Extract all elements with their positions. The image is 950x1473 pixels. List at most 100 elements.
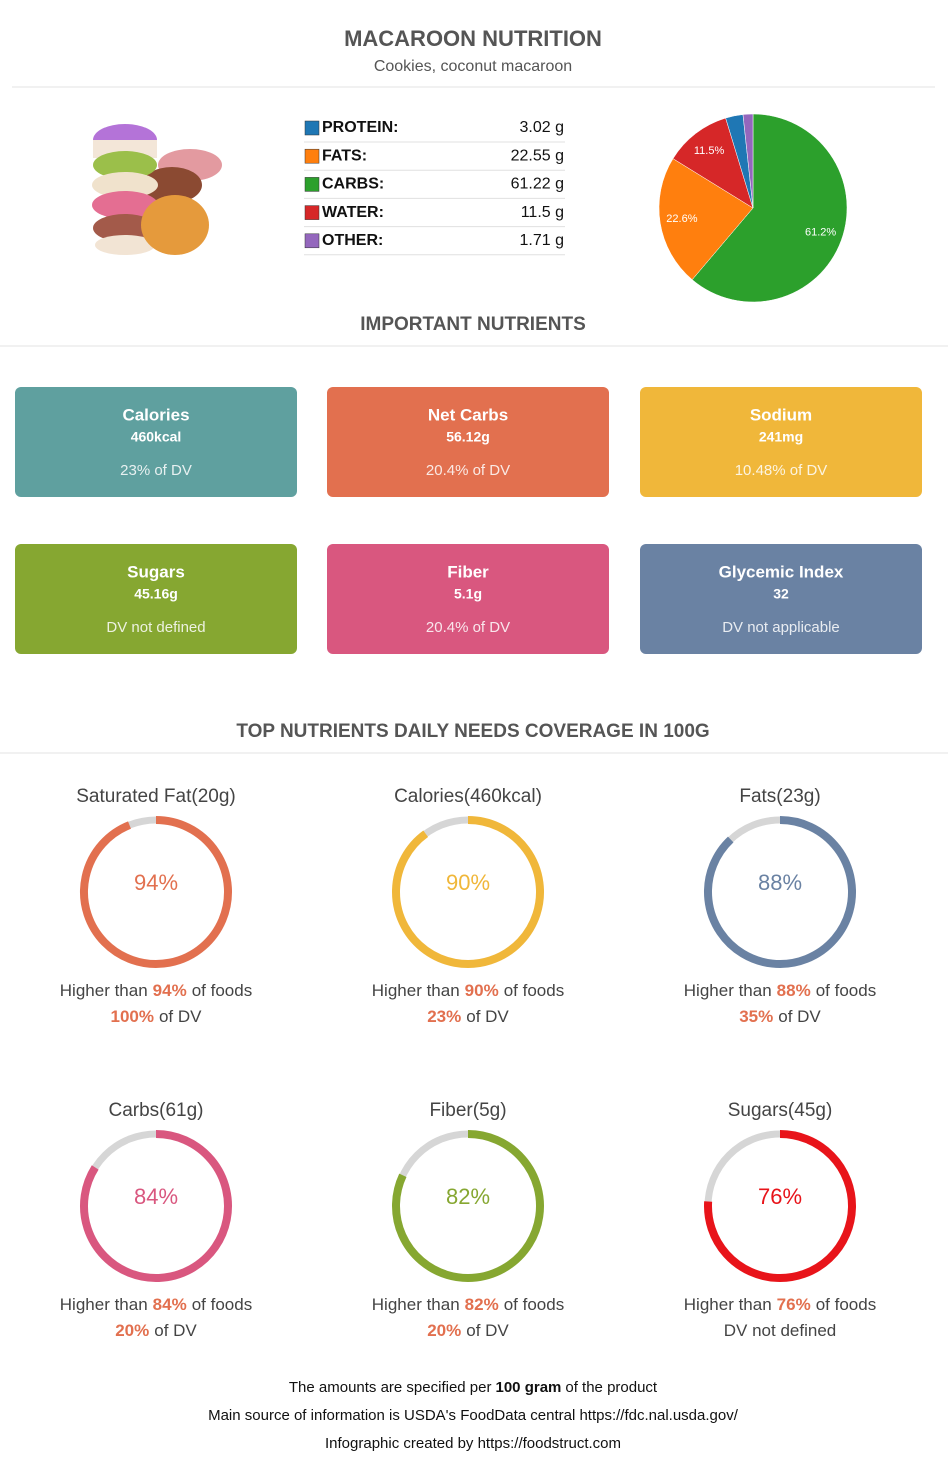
macro-amount: 3.02 g xyxy=(520,119,564,136)
gauge-arc xyxy=(392,816,544,968)
footer-part: of the product xyxy=(565,1379,658,1396)
nutrient-card xyxy=(15,387,297,497)
macro-name: WATER: xyxy=(322,204,384,221)
gauge-label: 76% xyxy=(758,1184,802,1209)
card-amount: 5.1g xyxy=(454,586,482,602)
section-title: IMPORTANT NUTRIENTS xyxy=(360,314,586,335)
sentence: 35% of DV xyxy=(739,1007,821,1026)
subtitle: Cookies, coconut macaroon xyxy=(374,58,572,75)
card-dv: 23% of DV xyxy=(120,462,192,479)
gauge-label: 88% xyxy=(758,870,802,895)
gauge-title: Carbs(61g) xyxy=(108,1100,203,1121)
footer-part: Infographic created by https://foodstruc… xyxy=(325,1435,621,1452)
sentence-part: of DV xyxy=(778,1007,821,1026)
gauge-arc xyxy=(704,1130,856,1282)
highlight: 82% xyxy=(465,1295,499,1314)
macro-name: OTHER: xyxy=(322,232,383,249)
sentence: 20% of DV xyxy=(427,1321,509,1340)
pie-slice xyxy=(691,113,848,303)
pie-label: 22.6% xyxy=(666,213,697,225)
card-amount: 460kcal xyxy=(131,429,182,445)
gauge-arc xyxy=(80,816,232,968)
nutrient-card xyxy=(327,387,609,497)
highlight: 20% xyxy=(115,1321,149,1340)
sentence: Higher than 90% of foods xyxy=(372,981,564,1000)
sentence-part: of foods xyxy=(816,981,877,1000)
sentence-part: of DV xyxy=(154,1321,197,1340)
pie-slice xyxy=(672,117,754,209)
card-dv: 20.4% of DV xyxy=(426,619,510,636)
footer-part: 100 gram xyxy=(496,1379,562,1396)
macaroon-illustration xyxy=(92,124,222,255)
sentence-part: DV not defined xyxy=(724,1321,836,1340)
card-name: Fiber xyxy=(447,562,489,581)
macro-amount: 11.5 g xyxy=(521,204,564,221)
pie-slice xyxy=(658,158,754,281)
sentence-part: of foods xyxy=(192,981,253,1000)
pie-slice xyxy=(742,113,754,209)
sentence-part: Higher than xyxy=(372,981,460,1000)
sentence-part: of DV xyxy=(466,1321,509,1340)
card-amount: 56.12g xyxy=(446,429,490,445)
gauge-title: Fiber(5g) xyxy=(429,1100,506,1121)
highlight: 94% xyxy=(153,981,187,1000)
gauge-arc xyxy=(392,1130,544,1282)
highlight: 76% xyxy=(777,1295,811,1314)
sentence-part: Higher than xyxy=(684,1295,772,1314)
sentence: Higher than 82% of foods xyxy=(372,1295,564,1314)
card-name: Net Carbs xyxy=(428,405,508,424)
highlight: 88% xyxy=(777,981,811,1000)
highlight: 84% xyxy=(153,1295,187,1314)
sentence: Higher than 88% of foods xyxy=(684,981,876,1000)
legend-swatch xyxy=(304,148,320,164)
card-name: Calories xyxy=(122,405,189,424)
card-dv: 10.48% of DV xyxy=(735,462,828,479)
footer-line: Main source of information is USDA's Foo… xyxy=(208,1407,739,1424)
gauge-title: Saturated Fat(20g) xyxy=(76,786,235,807)
gauge-arc xyxy=(704,816,856,968)
legend-swatch xyxy=(304,120,320,136)
sentence: Higher than 76% of foods xyxy=(684,1295,876,1314)
legend-swatch xyxy=(304,233,320,249)
macro-name: FATS: xyxy=(322,147,367,164)
sentence-part: of foods xyxy=(816,1295,877,1314)
sentence: 100% of DV xyxy=(110,1007,202,1026)
pie-label: 11.5% xyxy=(694,145,725,157)
highlight: 20% xyxy=(427,1321,461,1340)
legend-swatch xyxy=(304,177,320,192)
title: MACAROON NUTRITION xyxy=(344,26,602,51)
card-name: Sodium xyxy=(750,405,812,424)
nutrient-card xyxy=(640,387,922,497)
pie-label: 61.2% xyxy=(805,227,836,239)
macro-name: PROTEIN: xyxy=(322,119,398,136)
gauge-title: Calories(460kcal) xyxy=(394,786,542,807)
macro-amount: 22.55 g xyxy=(511,147,564,164)
macro-amount: 61.22 g xyxy=(511,176,564,193)
section-title: TOP NUTRIENTS DAILY NEEDS COVERAGE IN 10… xyxy=(236,721,709,742)
sentence-part: Higher than xyxy=(372,1295,460,1314)
card-dv: DV not applicable xyxy=(722,619,840,636)
card-dv: 20.4% of DV xyxy=(426,462,510,479)
gauge-label: 90% xyxy=(446,870,490,895)
nutrient-card xyxy=(640,544,922,654)
legend-swatch xyxy=(304,205,320,220)
card-amount: 32 xyxy=(773,586,789,602)
gauge-label: 94% xyxy=(134,870,178,895)
gauge-title: Sugars(45g) xyxy=(728,1100,833,1121)
card-amount: 241mg xyxy=(759,429,803,445)
sentence-part: Higher than xyxy=(684,981,772,1000)
macro-amount: 1.71 g xyxy=(520,232,564,249)
sentence: 20% of DV xyxy=(115,1321,197,1340)
gauge-label: 84% xyxy=(134,1184,178,1209)
sentence-part: Higher than xyxy=(60,981,148,1000)
sentence-part: of DV xyxy=(466,1007,509,1026)
footer-part: The amounts are specified per xyxy=(289,1379,492,1396)
footer-line: Infographic created by https://foodstruc… xyxy=(325,1435,621,1452)
card-name: Sugars xyxy=(127,562,185,581)
sentence: DV not defined xyxy=(724,1321,836,1340)
highlight: 35% xyxy=(739,1007,773,1026)
gauge-arc xyxy=(80,1130,232,1282)
sentence-part: of DV xyxy=(159,1007,202,1026)
card-amount: 45.16g xyxy=(134,586,178,602)
